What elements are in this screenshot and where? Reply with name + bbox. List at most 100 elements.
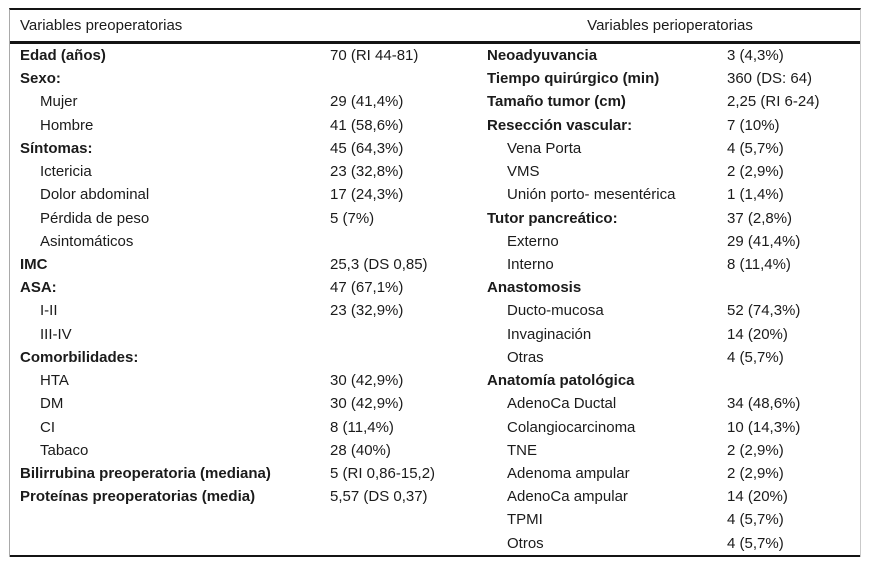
row-value: 37 (2,8%) — [727, 209, 793, 227]
row-label: TPMI — [507, 511, 543, 529]
table-row: I-II 23 (32,9%) — [10, 299, 480, 322]
row-label: Tutor pancreático: — [487, 209, 618, 227]
table-row: Bilirrubina preoperatoria (mediana) 5 (RI… — [10, 462, 480, 485]
row-label: VMS — [507, 163, 540, 181]
table-row: Vena Porta 4 (5,7%) — [480, 137, 860, 160]
row-label: Asintomáticos — [40, 232, 134, 250]
table-row: Invaginación 14 (20%) — [480, 323, 860, 346]
table-row: Otras 4 (5,7%) — [480, 346, 860, 369]
row-value: 10 (14,3%) — [727, 418, 801, 436]
row-label: Anastomosis — [487, 279, 582, 297]
table-row: Proteínas preoperatorias (media) 5,57 (DS… — [10, 485, 480, 508]
table-row: Asintomáticos — [10, 230, 480, 253]
table-row: TNE 2 (2,9%) — [480, 439, 860, 462]
table-row: Edad (años) 70 (RI 44-81) — [10, 44, 480, 67]
row-label: Neoadyuvancia — [487, 47, 598, 64]
left-table-header: Variables preoperatorias — [20, 17, 183, 34]
row-value: 29 (41,4%) — [727, 232, 801, 250]
row-label: CI — [40, 418, 55, 436]
row-label: Proteínas preoperatorias (media) — [20, 488, 256, 506]
row-label: Ducto-mucosa — [507, 302, 604, 320]
row-value: 30 (42,9%) — [330, 395, 404, 413]
table-row: Ducto-mucosa 52 (74,3%) — [480, 299, 860, 322]
row-label: Adenoma ampular — [507, 464, 630, 482]
row-label: Comorbilidades: — [20, 348, 139, 366]
row-value: 2 (2,9%) — [727, 163, 784, 181]
row-value: 34 (48,6%) — [727, 395, 801, 413]
row-value: 7 (10%) — [727, 116, 780, 134]
row-label: Otras — [507, 348, 544, 366]
table-row: ASA: 47 (67,1%) — [10, 276, 480, 299]
table-row: Dolor abdominal 17 (24,3%) — [10, 183, 480, 206]
table-row: Tutor pancreático: 37 (2,8%) — [480, 207, 860, 230]
row-label: Tiempo quirúrgico (min) — [487, 70, 660, 88]
row-label: Interno — [507, 255, 554, 273]
row-value: 8 (11,4%) — [727, 255, 791, 273]
row-value: 47 (67,1%) — [330, 279, 404, 297]
row-label: III-IV — [40, 325, 72, 343]
table-row: Anatomía patológica — [480, 369, 860, 392]
row-value: 2 (2,9%) — [727, 441, 784, 459]
table-row: Adenoma ampular 2 (2,9%) — [480, 462, 860, 485]
table-row: Síntomas: 45 (64,3%) — [10, 137, 480, 160]
row-value: 41 (58,6%) — [330, 116, 404, 134]
row-value: 70 (RI 44-81) — [330, 47, 419, 64]
table-row: Interno 8 (11,4%) — [480, 253, 860, 276]
preoperative-column: Edad (años) 70 (RI 44-81) Sexo: Mujer 29 (41… — [10, 44, 480, 508]
row-label: Síntomas: — [20, 139, 93, 157]
table-row: Tiempo quirúrgico (min) 360 (DS: 64) — [480, 67, 860, 90]
row-label: Mujer — [40, 93, 78, 111]
row-label: Ictericia — [40, 163, 92, 181]
row-label: Unión porto- mesentérica — [507, 186, 676, 204]
table-row: AdenoCa Ductal 34 (48,6%) — [480, 392, 860, 415]
row-label: Dolor abdominal — [40, 186, 150, 204]
row-value: 4 (5,7%) — [727, 139, 784, 157]
row-value: 5 (7%) — [330, 209, 375, 227]
table-row: CI 8 (11,4%) — [10, 416, 480, 439]
table-row: Anastomosis — [480, 276, 860, 299]
row-value: 14 (20%) — [727, 488, 788, 506]
row-label: TNE — [507, 441, 537, 459]
row-label: I-II — [40, 302, 58, 320]
table-row: TPMI 4 (5,7%) — [480, 508, 860, 531]
row-label: AdenoCa ampular — [507, 488, 628, 506]
row-label: Tabaco — [40, 441, 89, 459]
row-value: 29 (41,4%) — [330, 93, 404, 111]
table-row: Externo 29 (41,4%) — [480, 230, 860, 253]
row-label: HTA — [40, 372, 69, 390]
table-row: Otros 4 (5,7%) — [480, 532, 860, 555]
row-value: 5 (RI 0,86-15,2) — [330, 464, 436, 482]
perioperative-column: Neoadyuvancia 3 (4,3%) Tiempo quirúrgico (… — [480, 44, 860, 555]
row-label: Bilirrubina preoperatoria (mediana) — [20, 464, 271, 482]
table-row: Colangiocarcinoma 10 (14,3%) — [480, 416, 860, 439]
row-value: 23 (32,9%) — [330, 302, 404, 320]
table-row: VMS 2 (2,9%) — [480, 160, 860, 183]
row-value: 45 (64,3%) — [330, 139, 404, 157]
row-value: 14 (20%) — [727, 325, 788, 343]
table-row: DM 30 (42,9%) — [10, 392, 480, 415]
table-row: Comorbilidades: — [10, 346, 480, 369]
row-value: 17 (24,3%) — [330, 186, 404, 204]
row-value: 30 (42,9%) — [330, 372, 404, 390]
table-row: Neoadyuvancia 3 (4,3%) — [480, 44, 860, 67]
row-value: 8 (11,4%) — [330, 418, 394, 436]
table-row: Ictericia 23 (32,8%) — [10, 160, 480, 183]
table-row: Tabaco 28 (40%) — [10, 439, 480, 462]
row-value: 3 (4,3%) — [727, 47, 784, 64]
row-label: DM — [40, 395, 64, 413]
row-value: 4 (5,7%) — [727, 348, 784, 366]
table-row: Sexo: — [10, 67, 480, 90]
row-label: Anatomía patológica — [487, 372, 635, 390]
row-label: ASA: — [20, 279, 57, 297]
row-value: 5,57 (DS 0,37) — [330, 488, 428, 506]
row-value: 4 (5,7%) — [727, 511, 784, 529]
table-row: III-IV — [10, 323, 480, 346]
row-label: Resección vascular: — [487, 116, 633, 134]
row-label: Tamaño tumor (cm) — [487, 93, 626, 111]
table-row: HTA 30 (42,9%) — [10, 369, 480, 392]
row-label: Otros — [507, 534, 544, 552]
table-row: Hombre 41 (58,6%) — [10, 114, 480, 137]
clinical-variables-table: Variables preoperatorias Variables perio… — [9, 8, 861, 557]
table-row: AdenoCa ampular 14 (20%) — [480, 485, 860, 508]
